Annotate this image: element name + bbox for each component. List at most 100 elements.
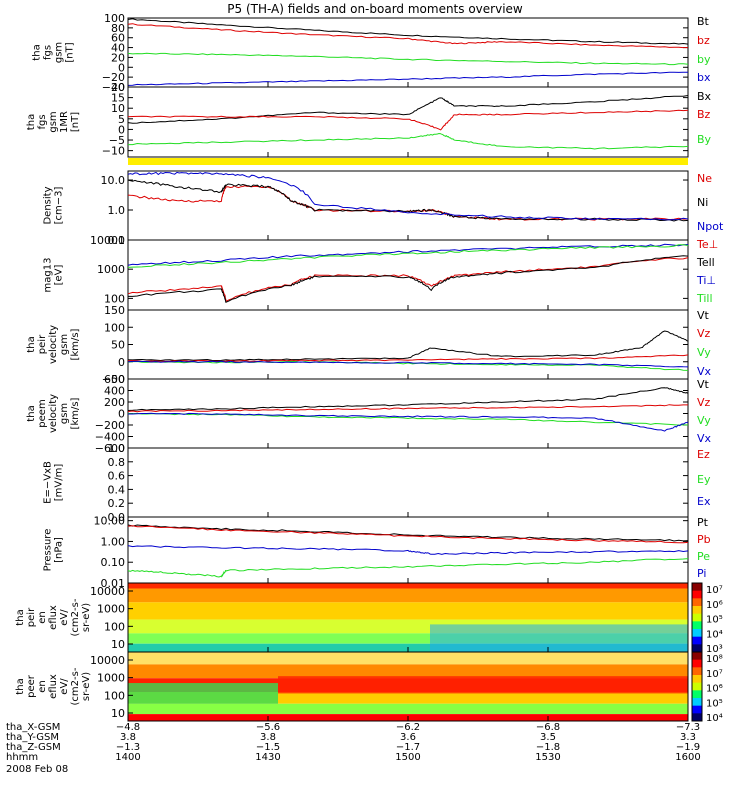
spectrogram-band	[128, 652, 688, 665]
y-tick-label: 0	[118, 61, 125, 74]
y-tick-label: −50	[102, 373, 125, 386]
colorbar-label: 10⁶	[706, 684, 723, 695]
colorbar-segment	[692, 621, 702, 630]
legend-Ne: Ne	[697, 172, 712, 185]
series-line-Ti⊥	[127, 243, 689, 266]
footer-value: 1430	[255, 752, 281, 763]
panel-frame	[127, 239, 689, 311]
y-tick-label: −5	[109, 134, 125, 147]
y-tick-label: 10	[111, 638, 125, 651]
y-tick-label: 100	[104, 689, 125, 702]
legend-Vy: Vy	[697, 414, 711, 427]
legend-Vz: Vz	[697, 396, 711, 409]
y-tick-label: −40	[102, 81, 125, 94]
series-line-By	[128, 132, 689, 150]
colorbar-segment	[692, 667, 702, 676]
legend-Ti⊥: Ti⊥	[696, 274, 716, 287]
y-tick-label: 0.4	[108, 483, 126, 496]
y-tick-label: 10000	[90, 234, 125, 247]
colorbar-label: 10⁴	[706, 629, 723, 640]
footer-value: −7.3	[675, 722, 701, 733]
series-line-bz	[127, 23, 688, 49]
y-tick-label: 1.0	[108, 442, 126, 455]
series-line-Vt	[127, 387, 689, 411]
series-line-Vx	[128, 412, 689, 432]
y-axis-label: E=−VxB[mV/m]	[43, 461, 65, 504]
footer-label-x: tha_X-GSM	[6, 722, 61, 733]
series-line-Vy	[127, 360, 689, 371]
colorbar-segment	[692, 675, 702, 684]
colorbar-segment	[692, 690, 702, 699]
y-tick-label: 100	[104, 292, 125, 305]
legend-Pi: Pi	[697, 567, 706, 580]
y-tick-label: 80	[111, 22, 125, 35]
series-line-Pb	[127, 525, 689, 544]
y-tick-label: 5	[118, 113, 125, 126]
y-axis-label: thapeirenefluxeV/(cm2-s-sr-eV)	[15, 598, 92, 636]
footer-label-z: tha_Z-GSM	[6, 742, 61, 753]
y-tick-label: 0	[118, 356, 125, 369]
y-tick-label: 40	[111, 42, 125, 55]
spectrogram-band	[128, 602, 688, 620]
colorbar-segment	[692, 583, 702, 592]
panel-frame	[127, 86, 689, 158]
y-tick-label: 200	[104, 396, 125, 409]
footer-value: 1600	[675, 752, 701, 763]
panel-e-field: E=−VxB[mV/m] 1.00.80.60.40.20.0 Ez Ey Ex	[43, 442, 711, 524]
legend-by: by	[697, 53, 711, 66]
y-tick-label: 0.2	[108, 497, 126, 510]
footer-label-y: tha_Y-GSM	[6, 732, 60, 743]
y-tick-label: 0.8	[108, 456, 126, 469]
y-tick-label: 400	[104, 385, 125, 398]
y-tick-label: 0.10	[101, 556, 126, 569]
y-tick-label: 10.00	[94, 515, 126, 528]
legend-Pe: Pe	[697, 550, 710, 563]
legend-Ex: Ex	[697, 495, 711, 508]
colorbar-label: 10⁶	[706, 600, 723, 611]
colorbar-frame	[691, 651, 703, 722]
footer-value: −1.8	[535, 742, 561, 753]
legend-Vy: Vy	[697, 346, 711, 359]
series-line-Pi	[127, 545, 689, 555]
colorbar-segment	[692, 590, 702, 599]
series-line-bx	[127, 71, 688, 86]
legend-Tell: Tell	[696, 256, 715, 269]
y-axis-label: mag13[eV]	[43, 258, 65, 293]
spectrogram-band	[128, 588, 688, 603]
y-tick-label: 0.0	[108, 511, 126, 524]
footer-value: 1530	[535, 752, 561, 763]
panel-frame	[127, 170, 689, 241]
y-tick-label: 600	[104, 373, 125, 386]
colorbar-label: 10⁷	[706, 585, 723, 596]
series-line-Npot	[127, 171, 689, 221]
y-tick-label: 150	[104, 304, 125, 317]
y-tick-label: 10000	[90, 654, 125, 667]
y-tick-label: 0	[118, 408, 125, 421]
panel-frame	[127, 378, 689, 449]
series-line-Ni	[127, 179, 689, 222]
y-tick-label: 0.1	[108, 234, 126, 247]
legend-Vx: Vx	[697, 432, 712, 445]
series-line-Ne	[127, 184, 689, 221]
legend-Vx: Vx	[697, 365, 712, 378]
y-tick-label: 10	[111, 707, 125, 720]
panel-peer-spectrogram: thapeerenefluxeV/(cm2-s-sr-eV)10000 1000 1…	[15, 651, 723, 724]
colorbar-segment	[692, 682, 702, 691]
legend-Vt: Vt	[697, 309, 710, 322]
colorbar-segment	[692, 713, 702, 722]
footer-value: 3.5	[540, 732, 556, 743]
panel-frame	[127, 309, 689, 380]
y-tick-label: 50	[111, 339, 125, 352]
footer-value: −1.9	[675, 742, 701, 753]
y-tick-label: 1000	[97, 263, 125, 276]
colorbar-segment	[692, 629, 702, 638]
footer-value: 3.6	[400, 732, 416, 743]
footer-label-date: 2008 Feb 08	[6, 764, 69, 775]
footer-value: 1500	[395, 752, 421, 763]
y-axis-label: thapeirvelocitygsm[km/s]	[26, 325, 81, 364]
y-tick-label: 100	[104, 620, 125, 633]
colorbar-segment	[692, 598, 702, 607]
y-tick-label: 1.0	[108, 204, 126, 217]
y-axis-label: thafgsgsm[nT]	[32, 42, 76, 63]
